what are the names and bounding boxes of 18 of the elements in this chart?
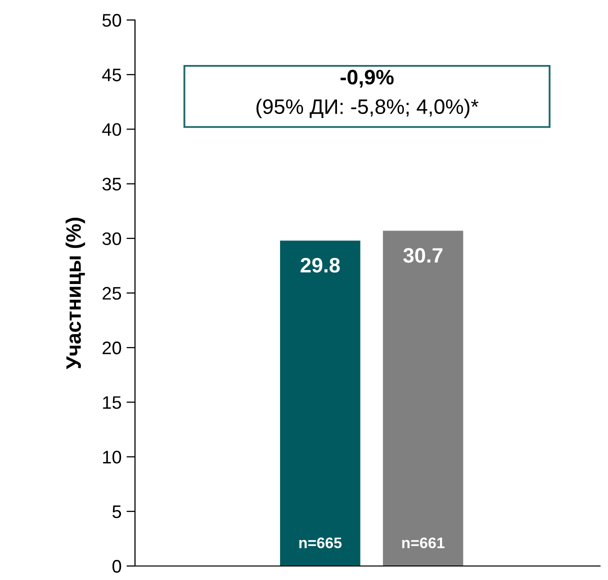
y-tick-label: 20 [102, 342, 122, 354]
y-tick-label: 25 [102, 286, 122, 300]
annotation: (95% ДИ: -5,8%; 4,0%)* [256, 98, 478, 118]
y-tick-label: 5 [112, 506, 122, 518]
annotation: n=661 [402, 537, 444, 548]
y-tick-label: 45 [102, 68, 122, 82]
y-tick-label: 0 [112, 560, 122, 573]
annotation: -0,9% [340, 70, 394, 88]
annotation: n=665 [299, 537, 342, 548]
y-tick-label: 50 [102, 14, 122, 27]
y-tick-label: 15 [103, 396, 122, 409]
data-label: 30.7 [403, 248, 442, 263]
data-label: 29.8 [300, 258, 340, 273]
y-tick-label: 30 [102, 232, 122, 246]
y-tick-label: 40 [102, 123, 122, 136]
y-tick-label: 35 [102, 178, 122, 191]
y-axis-title: Участницы (%) [66, 218, 86, 370]
y-tick-label: 10 [103, 450, 122, 464]
